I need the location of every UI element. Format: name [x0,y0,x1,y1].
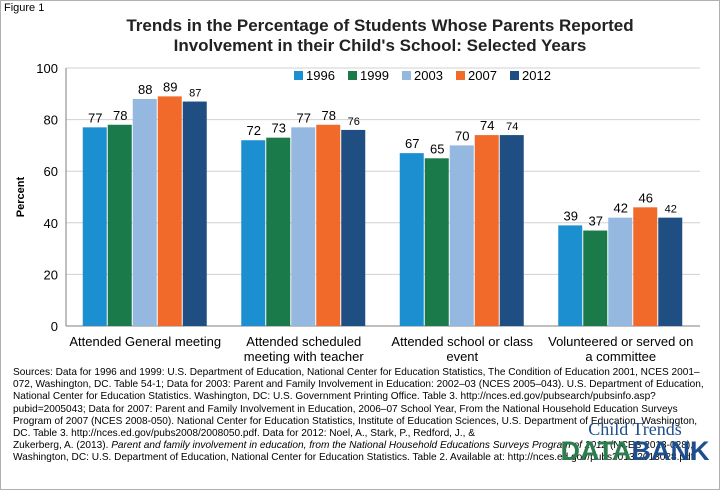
legend-swatch [348,71,357,80]
chart-title-line-2: Involvement in their Child's School: Sel… [173,36,587,55]
data-label: 77 [88,110,102,125]
bar [449,145,474,326]
bar [291,127,316,326]
data-label: 39 [564,208,578,223]
bar [633,207,658,326]
data-label: 42 [665,204,677,216]
bar [157,96,182,326]
x-tick-label: meeting with teacher [244,349,365,364]
bar [399,153,424,326]
bar [499,135,524,326]
y-tick-label: 60 [44,164,58,179]
x-tick-label: Attended school or class [391,334,533,349]
bar [132,98,157,327]
legend-label: 1999 [360,68,389,83]
logo-bank-text: BANK [631,436,710,466]
data-label: 78 [322,108,336,123]
bar [424,158,449,326]
x-tick-label: Attended General meeting [69,334,221,349]
bar [341,129,366,326]
bar [558,225,583,326]
legend-swatch [294,71,303,80]
logo-child-trends-text: Child Trends [588,419,682,439]
y-axis-label: Percent [15,176,27,217]
data-label: 88 [138,82,152,97]
data-label: 74 [506,121,518,133]
bar [182,101,207,326]
chart-title: Trends in the Percentage of Students Who… [90,16,670,56]
bar-chart: 0 20 40 60 80 100 Percent 77 78 88 89 87 Attended Ge… [15,61,700,364]
data-label: 46 [639,190,653,205]
data-label: 74 [480,118,494,133]
data-label: 87 [189,88,201,100]
data-label: 76 [348,116,360,128]
child-trends-databank-logo: Child Trends DATABANK [560,420,710,465]
bar [608,217,633,326]
legend-label: 2012 [522,68,551,83]
bar [241,140,266,326]
bar [658,217,683,326]
x-tick-label: Volunteered or served on [548,334,693,349]
sources-text-3: (NCES 2013-028), Washington, DC: U.S. De… [13,440,694,464]
data-label: 70 [455,128,469,143]
data-label: 78 [113,108,127,123]
logo-databank-text: DATABANK [560,438,710,465]
legend-label: 2003 [414,68,443,83]
chart-title-line-1: Trends in the Percentage of Students Who… [126,16,634,35]
sources-note: Sources: Data for 1996 and 1999: U.S. De… [13,367,713,465]
data-label: 67 [405,136,419,151]
legend-label: 2007 [468,68,497,83]
y-tick-label: 80 [44,113,58,128]
figure-label: Figure 1 [4,2,45,14]
logo-data-text: DATA [560,436,632,466]
bar [583,230,608,326]
x-tick-label: event [446,349,478,364]
y-tick-label: 0 [51,319,58,334]
legend-swatch [402,71,411,80]
data-label: 42 [614,201,628,216]
data-label: 37 [589,214,603,229]
sources-text-1: Sources: Data for 1996 and 1999: U.S. De… [13,367,704,440]
data-label: 65 [430,141,444,156]
legend-swatch [456,71,465,80]
legend-label: 1996 [306,68,335,83]
sources-text-italic: Parent and family involvement in educati… [111,440,608,452]
data-label: 89 [163,79,177,94]
bar [107,124,132,326]
data-label: 77 [297,110,311,125]
x-tick-label: a committee [585,349,656,364]
bar [82,127,107,326]
bar [316,124,341,326]
y-tick-label: 100 [36,61,58,76]
y-tick-label: 40 [44,216,58,231]
y-tick-label: 20 [44,267,58,282]
bar [266,137,291,326]
x-tick-label: Attended scheduled [246,334,361,349]
bar [474,135,499,326]
data-label: 73 [272,121,286,136]
data-label: 72 [247,123,261,138]
legend-swatch [510,71,519,80]
sources-text-2: Zukerberg, A. (2013). [13,440,112,452]
